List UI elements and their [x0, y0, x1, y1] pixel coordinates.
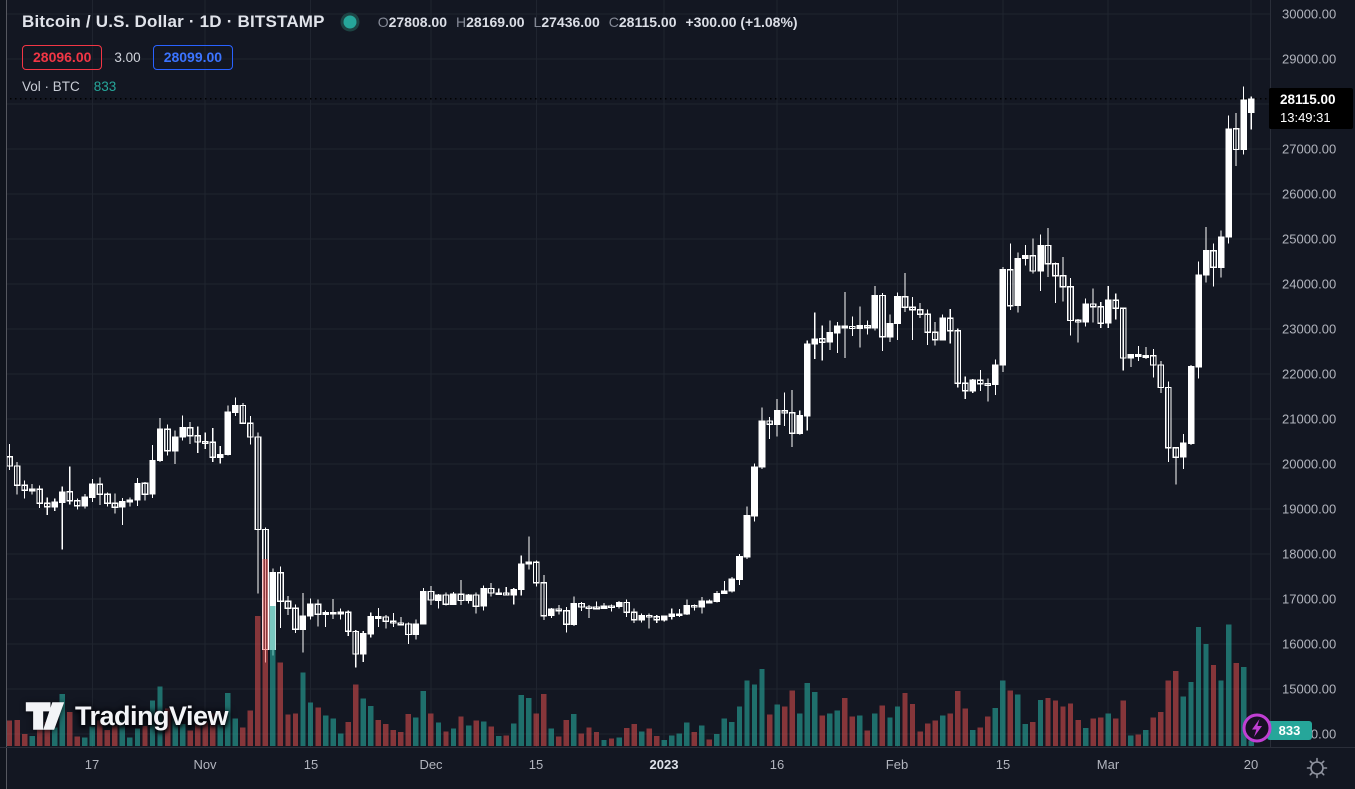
last-price-value: 28115.00	[1280, 92, 1336, 107]
time-tick: Mar	[1096, 757, 1120, 772]
left-pane-divider[interactable]	[0, 0, 7, 789]
ohlc-readout: O27808.00 H28169.00 L27436.00 C28115.00 …	[378, 14, 798, 30]
volume-axis-badge: 833	[1267, 721, 1312, 740]
buy-ask-button[interactable]: 28099.00	[152, 45, 234, 70]
price-tick: 30000.00	[1282, 6, 1337, 22]
low-label: L	[533, 14, 542, 30]
candlestick-series	[0, 86, 1255, 668]
time-tick: Nov	[193, 757, 217, 772]
high-label: H	[456, 14, 467, 30]
time-tick: 16	[769, 757, 785, 772]
time-tick: 2023	[649, 757, 679, 772]
price-tick: 24000.00	[1282, 276, 1337, 292]
price-tick: 20000.00	[1282, 456, 1337, 472]
candlestick-chart-canvas[interactable]	[0, 0, 1270, 747]
tradingview-logo-text: TradingView	[75, 700, 229, 731]
settings-gear-icon[interactable]	[1303, 754, 1331, 782]
time-tick: Feb	[885, 757, 909, 772]
sell-bid-button[interactable]: 28096.00	[22, 45, 103, 70]
volume-indicator-label[interactable]: Vol · BTC	[22, 79, 80, 94]
boost-lightning-button[interactable]	[1241, 712, 1273, 744]
grid	[0, 0, 1270, 747]
spread-value: 3.00	[114, 50, 141, 65]
price-tick: 15000.00	[1282, 681, 1337, 697]
open-label: O	[377, 14, 389, 30]
price-tick: 23000.00	[1282, 321, 1337, 337]
change-value: +300.00 (+1.08%)	[685, 14, 798, 30]
close-value: 28115.00	[618, 14, 677, 30]
time-tick: 15	[528, 757, 544, 772]
chart-legend: Bitcoin / U.S. Dollar · 1D · BITSTAMP O2…	[22, 9, 798, 94]
time-tick: 20	[1243, 757, 1259, 772]
symbol-title[interactable]: Bitcoin / U.S. Dollar · 1D · BITSTAMP	[22, 12, 325, 31]
time-axis[interactable]: 17 Nov 15 Dec 15 2023 16 Feb 15 Mar 20	[0, 747, 1355, 789]
time-tick: 15	[995, 757, 1011, 772]
price-tick: 27000.00	[1282, 141, 1337, 157]
price-tick: 22000.00	[1282, 366, 1337, 382]
tradingview-logo-icon	[25, 702, 65, 730]
time-tick: 17	[84, 757, 100, 772]
low-value: 27436.00	[541, 14, 600, 30]
last-price-label: 28115.00 13:49:31	[1269, 88, 1353, 129]
market-status-icon	[340, 12, 360, 32]
price-tick: 26000.00	[1282, 186, 1337, 202]
close-label: C	[608, 14, 619, 30]
price-tick: 17000.00	[1282, 591, 1337, 607]
bar-countdown: 13:49:31	[1280, 110, 1331, 125]
price-tick: 16000.00	[1282, 636, 1337, 652]
price-tick: 25000.00	[1282, 231, 1337, 247]
price-tick: 21000.00	[1282, 411, 1337, 427]
volume-series	[0, 559, 1254, 747]
time-tick: Dec	[419, 757, 443, 772]
price-tick: 18000.00	[1282, 546, 1337, 562]
volume-indicator-value: 833	[93, 79, 117, 94]
high-value: 28169.00	[466, 14, 525, 30]
price-tick: 29000.00	[1282, 51, 1337, 67]
open-value: 27808.00	[388, 14, 448, 30]
tradingview-logo-link[interactable]: TradingView	[24, 699, 229, 733]
price-tick: 19000.00	[1282, 501, 1337, 517]
time-tick: 15	[303, 757, 319, 772]
